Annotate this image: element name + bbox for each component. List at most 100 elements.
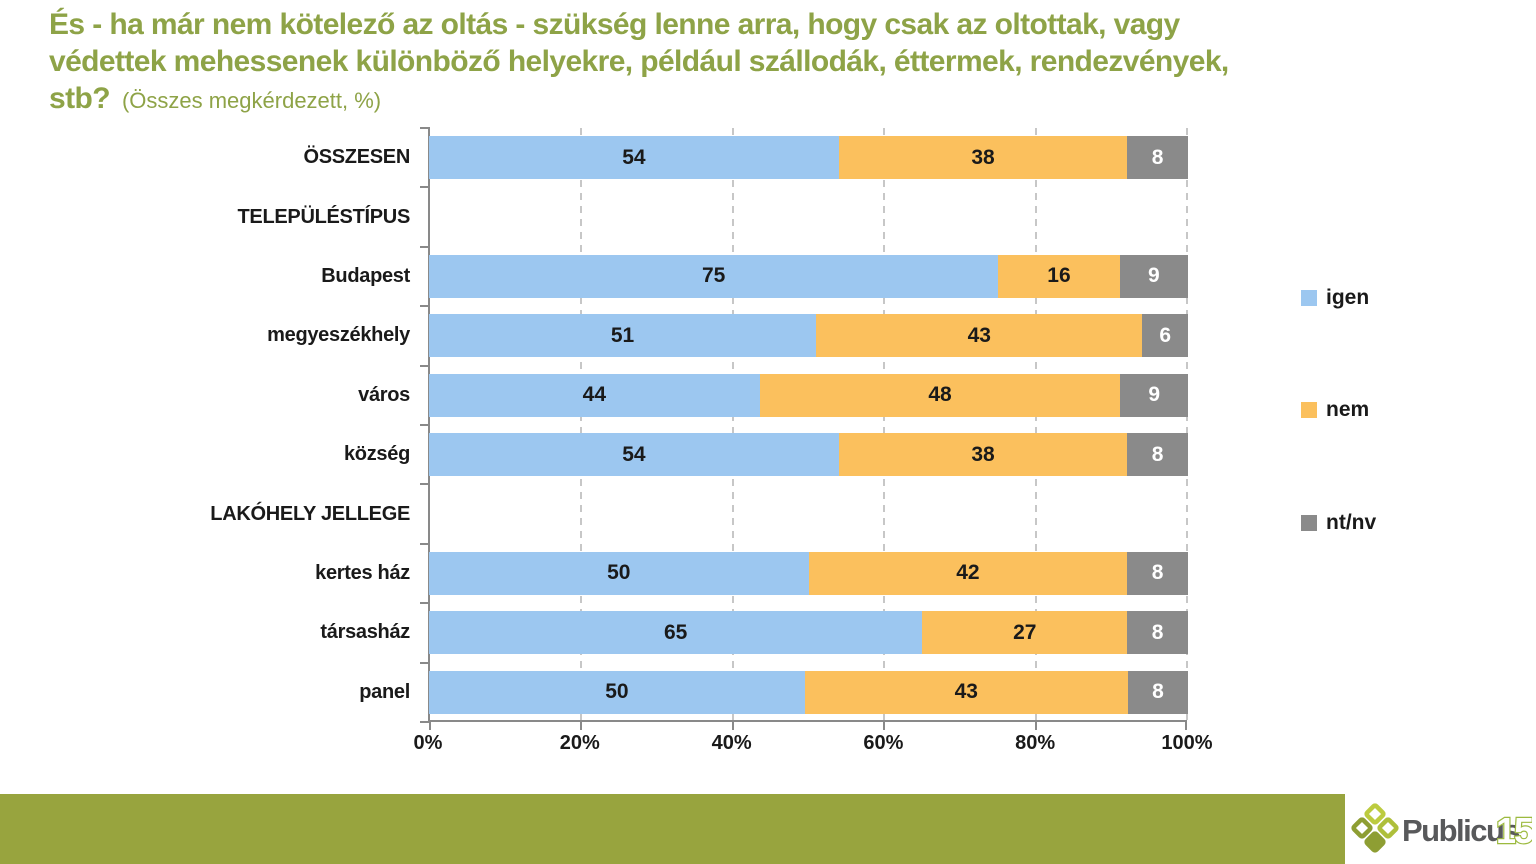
bar-segment-igen: 54 xyxy=(429,433,839,477)
chart-title: És - ha már nem kötelező az oltás - szük… xyxy=(49,6,1489,119)
bar-segment-nem: 43 xyxy=(816,314,1143,358)
chart-row: község 54 38 8 xyxy=(0,425,1190,484)
x-axis-label: 80% xyxy=(1015,732,1056,754)
bar-value-label: 42 xyxy=(956,561,980,585)
bar-rows: ÖSSZESEN 54 38 8 TELEPÜLÉSTÍPUS Budapest 75 16 9… xyxy=(0,128,1190,722)
bar-segment-ntnv: 9 xyxy=(1120,373,1188,417)
bar-value-label: 54 xyxy=(622,145,646,169)
group-header-label: TELEPÜLÉSTÍPUS xyxy=(237,205,411,228)
chart-row: társasház 65 27 8 xyxy=(0,603,1190,662)
bar-segment-igen: 50 xyxy=(429,551,809,595)
category-label: panel xyxy=(359,680,410,703)
y-axis-tick xyxy=(420,602,430,605)
plot-area xyxy=(420,127,1188,730)
bar-track: 44 48 9 xyxy=(429,373,1188,417)
legend-item-igen: igen xyxy=(1301,286,1369,310)
x-axis-tick xyxy=(580,720,583,730)
chart-row: TELEPÜLÉSTÍPUS xyxy=(0,187,1190,246)
bar-value-label: 48 xyxy=(928,383,952,407)
y-axis-tick xyxy=(420,127,430,129)
category-label: kertes ház xyxy=(315,561,410,584)
x-axis-label: 100% xyxy=(1161,732,1213,754)
legend-item-ntnv: nt/nv xyxy=(1301,511,1376,535)
bar-track: 65 27 8 xyxy=(429,611,1188,655)
title-line-3-bold: stb? xyxy=(49,82,111,115)
gridline-60% xyxy=(883,128,886,720)
bar-value-label: 16 xyxy=(1047,264,1071,288)
bar-value-label: 6 xyxy=(1159,323,1172,347)
bar-value-label: 75 xyxy=(701,264,726,288)
x-axis-labels: 0% 20% 40% 60% 80% 100% xyxy=(414,732,1213,758)
category-label: község xyxy=(343,443,410,466)
chart-row: panel 50 43 8 xyxy=(0,663,1190,722)
title-line-3: stb? (Összes megkérdezett, %) xyxy=(49,80,1489,119)
bar-segment-nem: 38 xyxy=(838,136,1128,180)
gridline-80% xyxy=(1034,128,1037,720)
title-line-2: védettek mehessenek különböző helyekre, … xyxy=(49,45,1229,78)
bar-segment-nem: 43 xyxy=(804,670,1128,714)
y-axis-tick xyxy=(420,245,430,248)
bar-value-label: 8 xyxy=(1151,145,1164,169)
bar-value-label: 8 xyxy=(1151,442,1164,466)
bar-segment-igen: 54 xyxy=(429,136,839,180)
x-axis-tick xyxy=(429,720,431,730)
bar-value-label: 9 xyxy=(1148,383,1160,407)
bar-value-label: 38 xyxy=(971,442,995,466)
y-axis-tick xyxy=(420,721,430,723)
category-label: Budapest xyxy=(321,264,410,287)
bar-value-label: 9 xyxy=(1147,264,1160,288)
x-axis-label: 40% xyxy=(711,732,752,754)
bar-segment-igen: 65 xyxy=(429,611,923,655)
bar-segment-nem: 16 xyxy=(998,254,1120,298)
footer-accent-bar xyxy=(0,794,1345,864)
publicus-diamonds-icon xyxy=(1351,803,1399,853)
bar-value-label: 65 xyxy=(663,620,688,644)
bar-segment-ntnv: 9 xyxy=(1119,254,1188,298)
title-line-1: És - ha már nem kötelező az oltás - szük… xyxy=(49,8,1180,41)
bar-segment-ntnv: 8 xyxy=(1127,670,1188,714)
bar-track: 51 43 6 xyxy=(429,314,1188,358)
bar-value-label: 27 xyxy=(1013,620,1037,644)
x-axis-label: 20% xyxy=(559,732,600,754)
y-axis-tick xyxy=(420,424,430,426)
bar-segment-igen: 75 xyxy=(429,254,999,298)
legend-label: igen xyxy=(1326,286,1370,309)
bar-track: 54 38 8 xyxy=(429,136,1188,180)
logo-brand-text: Publicus xyxy=(1402,813,1519,848)
chart-row: város 44 48 9 xyxy=(0,366,1190,425)
legend-swatch-igen xyxy=(1301,290,1317,306)
y-axis-tick xyxy=(420,364,430,367)
bar-value-label: 8 xyxy=(1151,620,1164,644)
legend-item-nem: nem xyxy=(1301,398,1369,422)
bar-track: 50 43 8 xyxy=(429,670,1188,714)
gridline-20% xyxy=(580,128,583,720)
group-header-label: LAKÓHELY JELLEGE xyxy=(210,502,410,525)
x-axis-label: 60% xyxy=(863,732,904,754)
bar-value-label: 44 xyxy=(582,383,606,407)
bar-value-label: 43 xyxy=(954,680,978,704)
legend-label: nt/nv xyxy=(1326,511,1377,534)
bar-segment-nem: 27 xyxy=(922,611,1128,655)
bar-value-label: 51 xyxy=(610,323,635,347)
category-label: város xyxy=(358,383,410,406)
x-axis-label: 0% xyxy=(413,732,443,754)
bar-segment-nem: 38 xyxy=(838,433,1128,477)
logo-suffix-text: 15 xyxy=(1496,810,1532,851)
x-axis-tick xyxy=(1034,720,1037,730)
bar-segment-nem: 42 xyxy=(808,551,1128,595)
bar-segment-ntnv: 8 xyxy=(1127,551,1188,595)
y-axis-tick xyxy=(420,483,430,486)
bar-value-label: 38 xyxy=(971,145,995,169)
bar-value-label: 54 xyxy=(622,442,646,466)
category-label: ÖSSZESEN xyxy=(303,146,410,169)
chart-row: kertes ház 50 42 8 xyxy=(0,544,1190,603)
bar-segment-igen: 50 xyxy=(429,670,805,714)
bar-segment-nem: 48 xyxy=(759,373,1121,417)
gridline-40% xyxy=(731,128,734,720)
bar-value-label: 8 xyxy=(1151,561,1164,585)
bar-segment-igen: 51 xyxy=(429,314,817,358)
bar-value-label: 43 xyxy=(967,323,991,347)
y-axis-tick xyxy=(420,186,430,189)
chart-row: LAKÓHELY JELLEGE xyxy=(0,484,1190,543)
